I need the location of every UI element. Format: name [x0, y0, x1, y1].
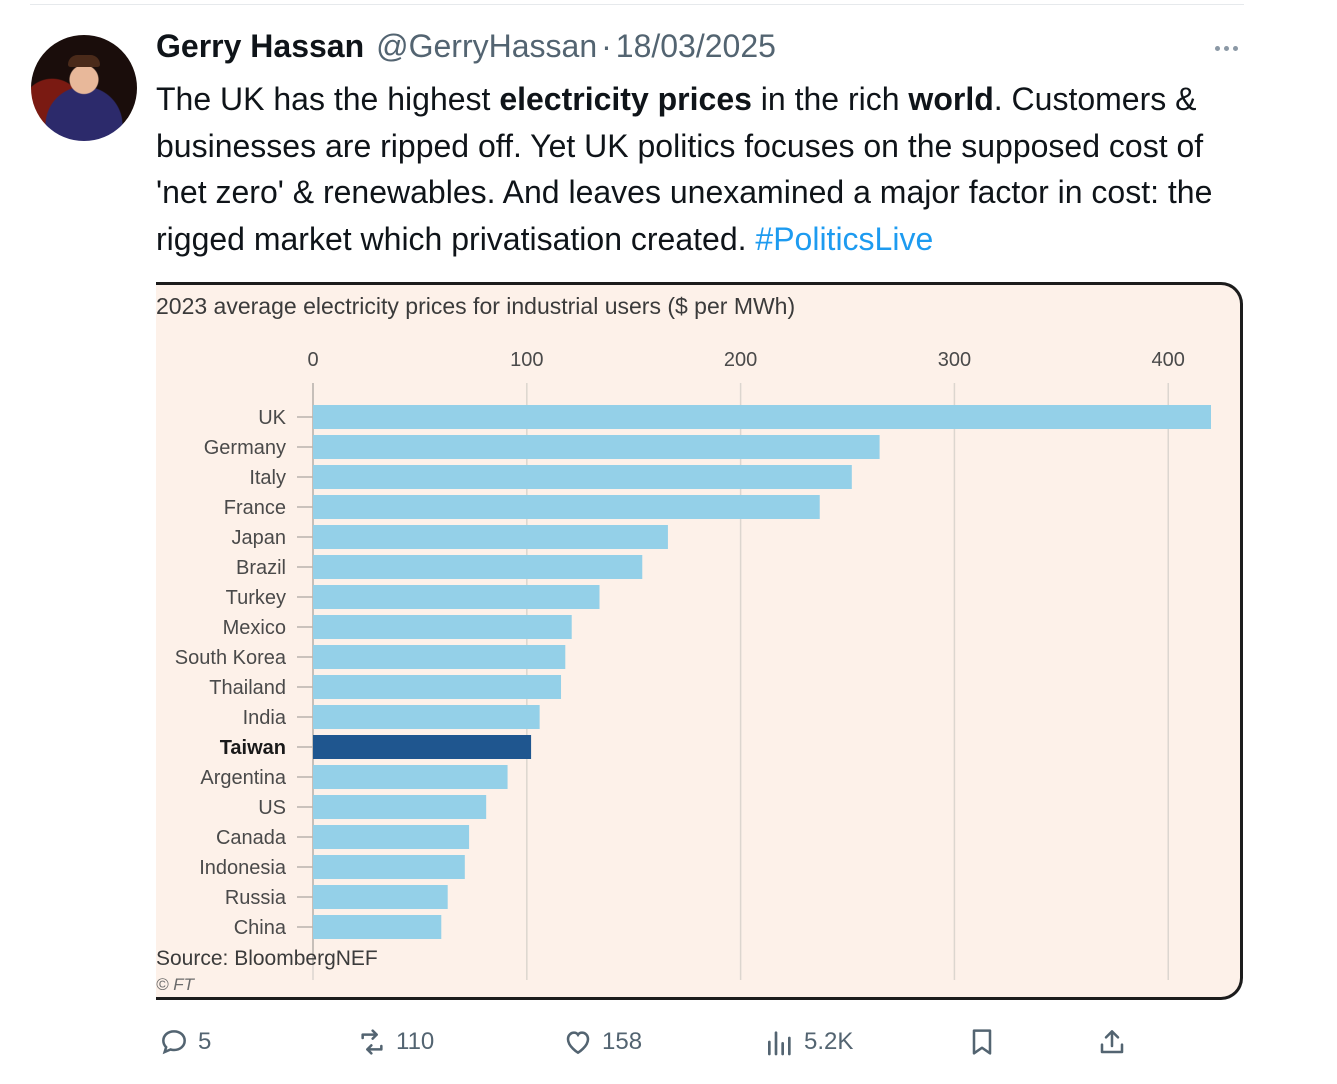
- text-part: The UK has the highest: [156, 81, 500, 117]
- bar-brazil: [313, 555, 643, 579]
- chart-source: Source: BloombergNEF: [156, 947, 378, 970]
- text-bold: electricity prices: [499, 81, 752, 117]
- y-tick-label: Russia: [225, 887, 287, 909]
- y-tick-label: Italy: [249, 467, 286, 489]
- y-tick-label: Canada: [216, 827, 287, 849]
- chart-title: 2023 average electricity prices for indu…: [156, 293, 796, 319]
- bar-thailand: [313, 675, 562, 699]
- y-tick-label: US: [258, 797, 286, 819]
- y-tick-label: Thailand: [209, 677, 286, 699]
- y-tick-label: India: [243, 707, 287, 729]
- y-tick-label: Japan: [232, 527, 287, 549]
- bar-russia: [313, 885, 448, 909]
- x-tick-label: 300: [938, 349, 971, 371]
- y-tick-label: Taiwan: [220, 737, 286, 759]
- bar-japan: [313, 525, 668, 549]
- x-tick-label: 400: [1152, 349, 1185, 371]
- author-handle[interactable]: @GerryHassan: [376, 28, 598, 64]
- divider: [30, 4, 1244, 5]
- x-tick-label: 0: [307, 349, 318, 371]
- x-tick-label: 100: [510, 349, 543, 371]
- y-tick-label: Mexico: [223, 617, 286, 639]
- reply-button[interactable]: 5: [158, 1020, 211, 1064]
- views-button[interactable]: 5.2K: [764, 1020, 853, 1064]
- y-tick-label: UK: [258, 407, 286, 429]
- views-count: 5.2K: [804, 1028, 854, 1055]
- x-tick-label: 200: [724, 349, 757, 371]
- y-tick-label: South Korea: [175, 647, 287, 669]
- y-tick-label: France: [224, 497, 286, 519]
- like-count: 158: [602, 1028, 643, 1055]
- y-tick-label: Indonesia: [199, 857, 287, 879]
- bar-canada: [313, 825, 470, 849]
- tweet-text: The UK has the highest electricity price…: [156, 76, 1246, 262]
- bar-uk: [313, 405, 1211, 429]
- bar-indonesia: [313, 855, 465, 879]
- bar-france: [313, 495, 820, 519]
- share-button[interactable]: [1096, 1020, 1128, 1064]
- tweet-media[interactable]: 2023 average electricity prices for indu…: [156, 282, 1243, 1000]
- bar-chart: 0 100 200 300 400 UK Germany Italy France Japan Br…: [175, 349, 1211, 980]
- separator: ·: [601, 28, 612, 64]
- chart-credit: © FT: [156, 975, 195, 994]
- bar-italy: [313, 465, 852, 489]
- views-icon: [768, 1031, 791, 1056]
- more-icon[interactable]: [1208, 36, 1244, 60]
- author-name[interactable]: Gerry Hassan: [156, 28, 365, 64]
- like-icon: [566, 1031, 590, 1055]
- y-tick-label: China: [234, 917, 287, 939]
- y-tick-label: Germany: [204, 437, 286, 459]
- avatar[interactable]: [31, 35, 137, 141]
- bar-taiwan: [313, 735, 532, 759]
- avatar-hair: [68, 55, 100, 67]
- y-tick-label: Brazil: [236, 557, 286, 579]
- y-tick-label: Argentina: [200, 767, 286, 789]
- bar-argentina: [313, 765, 508, 789]
- like-button[interactable]: 158: [562, 1020, 642, 1064]
- bookmark-button[interactable]: [966, 1020, 998, 1064]
- action-bar: 5 110 158 5.2K: [0, 1020, 1337, 1064]
- bar-us: [313, 795, 487, 819]
- tweet-header: Gerry Hassan @GerryHassan · 18/03/2025: [156, 28, 776, 72]
- tweet-date[interactable]: 18/03/2025: [615, 28, 776, 64]
- reply-count: 5: [198, 1028, 212, 1055]
- reply-icon: [162, 1030, 186, 1055]
- bar-mexico: [313, 615, 572, 639]
- text-part: in the rich: [751, 81, 909, 117]
- text-bold: world: [908, 81, 994, 117]
- repost-icon: [361, 1029, 383, 1055]
- share-icon: [1100, 1030, 1124, 1054]
- bookmark-icon: [972, 1029, 992, 1055]
- bar-india: [313, 705, 540, 729]
- repost-button[interactable]: 110: [356, 1020, 434, 1064]
- y-tick-label: Turkey: [226, 587, 286, 609]
- bar-turkey: [313, 585, 600, 609]
- bar-china: [313, 915, 442, 939]
- bar-germany: [313, 435, 880, 459]
- bar-south-korea: [313, 645, 566, 669]
- hashtag-link[interactable]: #PoliticsLive: [755, 220, 934, 257]
- text-part: . Customers & businesses are ripped off.…: [156, 81, 1213, 257]
- repost-count: 110: [396, 1028, 435, 1055]
